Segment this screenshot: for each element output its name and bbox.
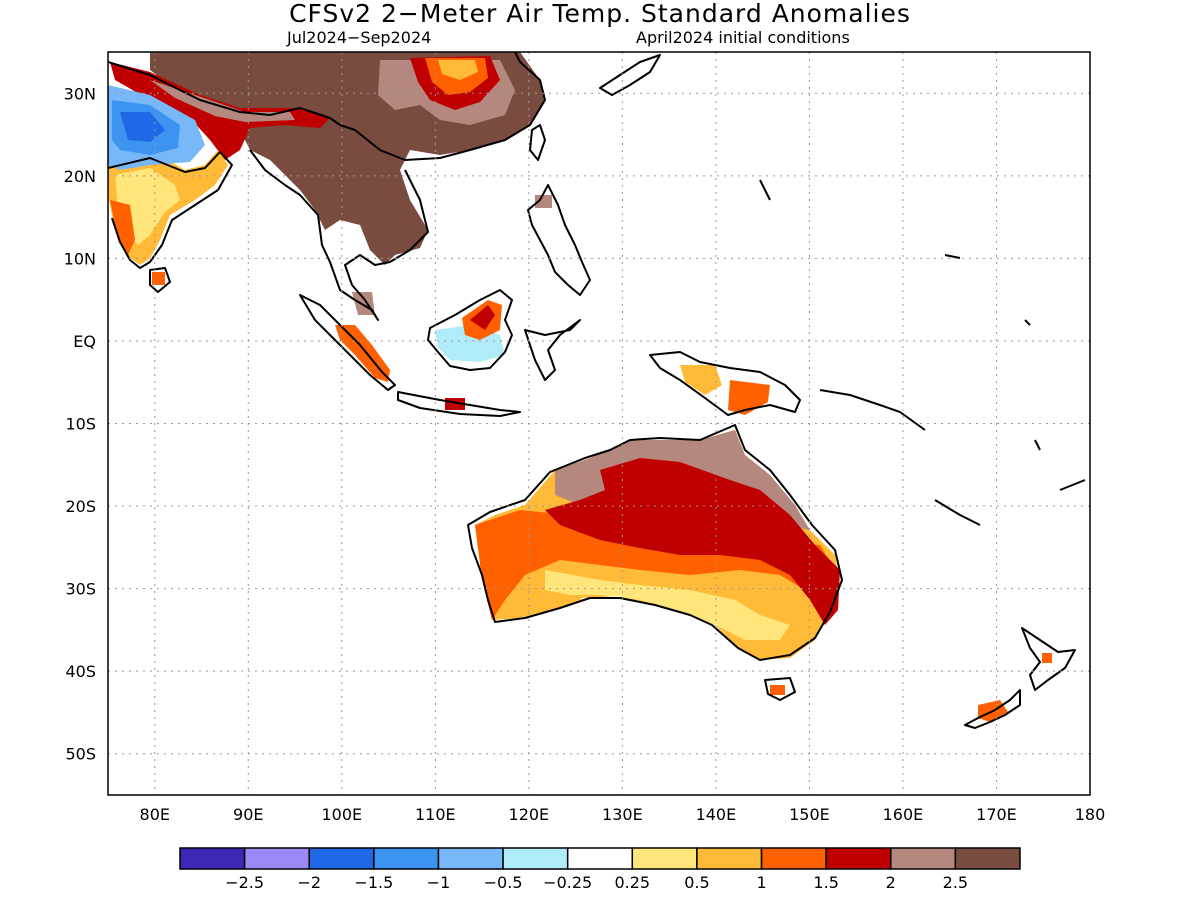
colorbar-swatch xyxy=(243,847,310,870)
colorbar-label: 0.5 xyxy=(684,873,709,892)
lat-tick-label: 30N xyxy=(64,84,96,103)
colorbar-label: 1 xyxy=(756,873,766,892)
map-gridlines xyxy=(108,52,1090,795)
anomaly-region-australia-yellow xyxy=(545,570,790,640)
map-frame xyxy=(107,51,1091,796)
colorbar-label: 1.5 xyxy=(813,873,838,892)
colorbar-label: 2.5 xyxy=(943,873,968,892)
anomaly-region-srilanka xyxy=(152,272,165,285)
lon-tick-label: 100E xyxy=(321,805,362,824)
colorbar-label: −1.5 xyxy=(354,873,393,892)
colorbar-swatch xyxy=(308,847,375,870)
latitude-labels: 30N 20N 10N EQ 10S 20S 30S 40S 50S xyxy=(64,84,96,763)
coastline-sulawesi xyxy=(524,319,581,381)
anomaly-region-philippines xyxy=(535,195,552,208)
anomaly-region-pakistan-coldest xyxy=(120,112,165,142)
colorbar-swatch xyxy=(631,847,698,870)
colorbar-label: 0.25 xyxy=(614,873,650,892)
coastline-indochina xyxy=(249,149,429,321)
colorbar-swatch xyxy=(566,847,634,870)
colorbar-swatch xyxy=(502,847,569,870)
colorbar-swatch xyxy=(696,847,763,870)
colorbar-label: 2 xyxy=(886,873,896,892)
colorbar-swatch xyxy=(954,847,1021,870)
lon-tick-label: 140E xyxy=(696,805,737,824)
anomaly-region-australia-orange xyxy=(475,510,838,620)
lon-tick-label: 110E xyxy=(415,805,456,824)
anomaly-region-australia-red xyxy=(545,458,840,625)
coastline-new-zealand-north xyxy=(1021,627,1076,691)
colorbar-label: −0.25 xyxy=(543,873,592,892)
coastline-borneo xyxy=(427,289,513,371)
lon-tick-label: 180 xyxy=(1075,805,1106,824)
anomaly-fields xyxy=(108,52,1052,722)
colorbar xyxy=(179,847,1021,870)
coastline-australia xyxy=(467,424,843,661)
anomaly-region-sumatra xyxy=(335,325,390,382)
lat-tick-label: 50S xyxy=(65,745,96,764)
anomaly-region-new-zealand-north xyxy=(1042,653,1052,663)
initial-conditions: April2024 initial conditions xyxy=(636,28,850,47)
colorbar-swatch xyxy=(179,847,246,870)
lon-tick-label: 90E xyxy=(233,805,263,824)
lat-tick-label: 30S xyxy=(65,580,96,599)
lon-tick-label: 130E xyxy=(602,805,643,824)
coastline-india xyxy=(108,151,233,269)
anomaly-region-tasmania xyxy=(770,685,785,695)
lon-tick-label: 160E xyxy=(883,805,924,824)
longitude-labels: 80E 90E 100E 110E 120E 130E 140E 150E 160E 170E 18… xyxy=(140,805,1106,824)
lon-tick-label: 120E xyxy=(509,805,550,824)
coastline-sumatra xyxy=(299,294,396,391)
colorbar-swatch xyxy=(760,847,827,870)
chart-title: CFSv2 2−Meter Air Temp. Standard Anomali… xyxy=(289,0,911,28)
lat-tick-label: 10S xyxy=(65,415,96,434)
lon-tick-label: 150E xyxy=(789,805,830,824)
coastline-pacific-islands xyxy=(759,179,1086,526)
colorbar-swatch xyxy=(825,847,892,870)
lon-tick-label: 170E xyxy=(976,805,1017,824)
coastline-japan xyxy=(599,54,661,96)
coastline-tasmania xyxy=(764,677,796,701)
lat-tick-label: 20N xyxy=(64,167,96,186)
colorbar-swatch xyxy=(437,847,504,870)
lat-tick-label: EQ xyxy=(73,332,96,351)
colorbar-label: −0.5 xyxy=(484,873,523,892)
coastline-new-guinea xyxy=(649,351,801,416)
coastline-philippines xyxy=(527,184,591,296)
colorbar-swatch xyxy=(373,847,440,870)
anomaly-region-borneo-red xyxy=(470,305,495,330)
anomaly-region-himalaya-light xyxy=(150,80,295,122)
colorbar-labels: −2.5 −2 −1.5 −1 −0.5 −0.25 0.25 0.5 1 1.5 2 2.5 xyxy=(225,873,968,892)
colorbar-label: −1 xyxy=(427,873,451,892)
coastline-taiwan xyxy=(529,124,546,161)
colorbar-label: −2.5 xyxy=(225,873,264,892)
lat-tick-label: 10N xyxy=(64,249,96,268)
valid-period: Jul2024−Sep2024 xyxy=(287,28,432,47)
anomaly-region-india-orange xyxy=(110,200,135,255)
coastline-new-zealand-south xyxy=(964,689,1021,729)
lat-tick-label: 40S xyxy=(65,662,96,681)
lat-tick-label: 20S xyxy=(65,497,96,516)
coastline-srilanka xyxy=(149,267,171,293)
coastline-java xyxy=(397,391,521,417)
colorbar-label: −2 xyxy=(297,873,321,892)
coastline-asia xyxy=(108,52,546,161)
colorbar-swatch xyxy=(890,847,957,870)
lon-tick-label: 80E xyxy=(140,805,170,824)
anomaly-region-china-yellow xyxy=(438,60,478,80)
coastlines xyxy=(108,52,1086,729)
anomaly-region-new-guinea xyxy=(680,365,722,395)
